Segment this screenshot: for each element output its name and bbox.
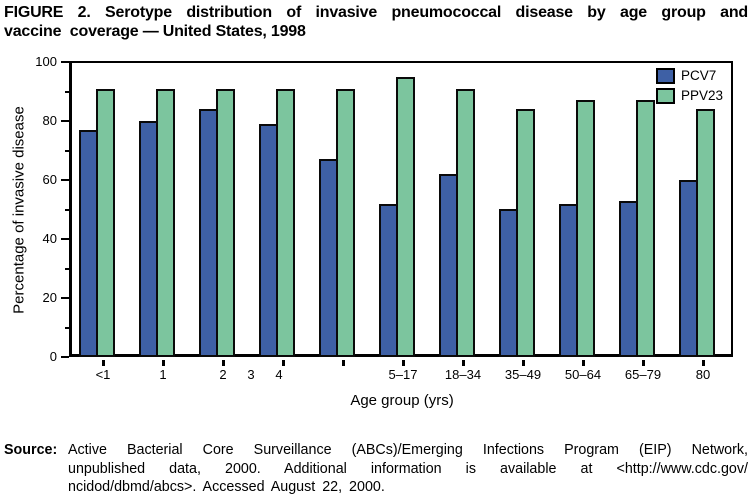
x-label-5-17: 5–17	[388, 367, 418, 382]
x-label-4: 4	[275, 367, 283, 382]
x-axis-title: Age group (yrs)	[350, 392, 454, 409]
figure-title-line1: FIGURE 2. Serotype distribution of invas…	[4, 4, 748, 21]
x-label-50-64: 50–64	[564, 367, 602, 382]
bar-pcv7-2	[199, 109, 218, 357]
y-minor-tick-70	[65, 149, 69, 152]
y-tick-100	[61, 61, 69, 63]
x-label-65-79: 65–79	[624, 367, 662, 382]
y-minor-tick-10	[65, 326, 69, 329]
x-tick-35-49	[522, 360, 525, 366]
y-tick-label-60: 60	[42, 172, 57, 187]
x-tick-65-79	[642, 360, 645, 366]
x-label-3: 3	[247, 367, 255, 382]
source-line-3: ncidod/dbmd/abcs>. Accessed August 22, 2…	[68, 479, 385, 495]
legend-swatch-pcv7	[656, 68, 675, 84]
bar-pcv7-1	[139, 121, 158, 357]
y-minor-tick-50	[65, 208, 69, 211]
legend-swatch-ppv23	[656, 88, 675, 104]
bar-pcv7-4	[319, 159, 338, 357]
bar-ppv23-65-79	[636, 100, 655, 357]
x-tick-3	[282, 360, 285, 366]
x-tick-5-17	[402, 360, 405, 366]
bar-ppv23-50-64	[576, 100, 595, 357]
y-tick-80	[61, 120, 69, 122]
bar-pcv7-80	[679, 180, 698, 357]
x-label-2: 2	[219, 367, 227, 382]
x-tick-1	[162, 360, 165, 366]
source-block: Source: Active Bacterial Core Surveillan…	[4, 441, 748, 497]
x-tick-50-64	[582, 360, 585, 366]
y-tick-20	[61, 297, 69, 299]
bar-pcv7-3	[259, 124, 278, 357]
bar-pcv7-18-34	[439, 174, 458, 357]
bar-ppv23-4	[336, 89, 355, 357]
y-tick-label-80: 80	[42, 113, 57, 128]
legend-label-pcv7: PCV7	[681, 68, 717, 83]
x-label-1: 1	[159, 367, 167, 382]
y-tick-0	[61, 356, 69, 358]
source-line-1: Active Bacterial Core Surveillance (ABCs…	[68, 442, 748, 458]
bar-ppv23-3	[276, 89, 295, 357]
y-tick-label-20: 20	[42, 290, 57, 305]
figure-title-line2: vaccine coverage — United States, 1998	[4, 23, 306, 40]
x-tick-80	[702, 360, 705, 366]
x-label-35-49: 35–49	[504, 367, 542, 382]
y-tick-60	[61, 179, 69, 181]
y-minor-tick-90	[65, 90, 69, 93]
bar-ppv23-2	[216, 89, 235, 357]
x-label--1: <1	[95, 367, 111, 382]
x-label-80: 80	[695, 367, 711, 382]
bar-ppv23-5-17	[396, 77, 415, 357]
x-tick--1	[102, 360, 105, 366]
source-text: Active Bacterial Core Surveillance (ABCs…	[4, 441, 748, 497]
figure-title: FIGURE 2. Serotype distribution of invas…	[4, 3, 748, 41]
x-tick-2	[222, 360, 225, 366]
bar-pcv7-35-49	[499, 209, 518, 357]
y-tick-40	[61, 238, 69, 240]
x-label-18-34: 18–34	[444, 367, 482, 382]
bar-pcv7-65-79	[619, 201, 638, 357]
bar-ppv23-35-49	[516, 109, 535, 357]
source-line-2: unpublished data, 2000. Additional infor…	[68, 460, 748, 477]
x-tick-4	[342, 360, 345, 366]
bar-ppv23--1	[96, 89, 115, 357]
y-axis-title: Percentage of invasive disease	[10, 106, 28, 314]
x-tick-18-34	[462, 360, 465, 366]
bar-ppv23-80	[696, 109, 715, 357]
y-minor-tick-30	[65, 267, 69, 270]
y-tick-label-0: 0	[49, 349, 57, 364]
bar-pcv7-5-17	[379, 204, 398, 357]
legend-label-ppv23: PPV23	[681, 88, 724, 103]
bar-pcv7-50-64	[559, 204, 578, 357]
y-tick-label-40: 40	[42, 231, 57, 246]
bar-pcv7--1	[79, 130, 98, 357]
y-tick-label-100: 100	[35, 54, 57, 69]
source-label: Source:	[4, 442, 58, 458]
bar-ppv23-18-34	[456, 89, 475, 357]
bar-ppv23-1	[156, 89, 175, 357]
